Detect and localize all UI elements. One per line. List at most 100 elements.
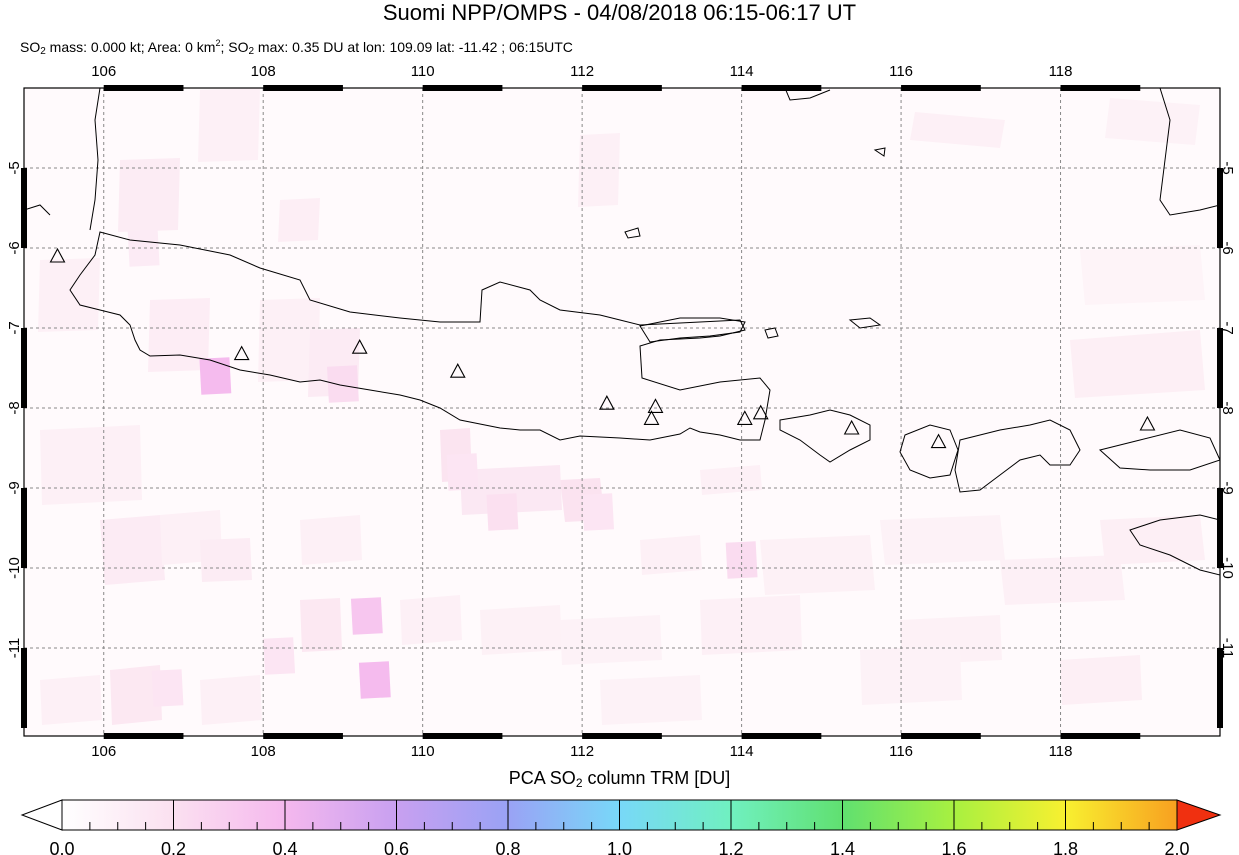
- frame-bar-segment: [422, 85, 503, 91]
- lon-tick-label: 112: [570, 743, 594, 760]
- lat-tick-label-right: -7: [1219, 321, 1236, 334]
- max-lon-value: 109.09: [389, 39, 433, 55]
- lon-tick-label: 114: [730, 743, 754, 760]
- lat-tick-label-right: -10: [1219, 557, 1236, 579]
- lon-tick-label: 108: [251, 743, 276, 760]
- frame-bar-segment: [263, 85, 343, 91]
- frame-bar-segment: [901, 733, 981, 739]
- colorbar-label-rest: column TRM [DU]: [582, 768, 731, 788]
- frame-bar-segment: [263, 733, 343, 739]
- volcano-triangle-icon: [233, 345, 250, 361]
- so2-cell: [263, 637, 296, 675]
- so2-cell: [486, 493, 519, 531]
- lat-tick-label-right: -6: [1219, 241, 1236, 254]
- so2-cell: [350, 597, 383, 635]
- so2-mass-value: 0.000 kt: [90, 39, 141, 55]
- volcano-triangle-icon: [843, 419, 860, 435]
- colorbar-label-main: PCA SO: [508, 768, 576, 788]
- bawean-island: [624, 227, 641, 239]
- map-subtitle: SO2 mass: 0.000 kt; Area: 0 km2; SO2 max…: [20, 38, 573, 57]
- frame-bar-segment: [21, 488, 27, 568]
- so2-max-value: 0.35 DU: [292, 39, 344, 55]
- colorbar-tick-label: 1.0: [607, 839, 632, 855]
- frame-bar-segment: [582, 733, 662, 739]
- frame-bar-segment: [901, 85, 981, 91]
- volcano-triangle-icon: [49, 247, 66, 263]
- frame-bar-segment: [103, 733, 184, 739]
- bali-coastline: [779, 409, 871, 463]
- lat-tick-label-left: -6: [6, 241, 23, 254]
- sumbawa-coastline: [954, 419, 1081, 493]
- lat-tick-label-right: -5: [1219, 161, 1236, 174]
- colorbar-tick-label: 0.0: [49, 839, 74, 855]
- colorbar-tick-label: 0.4: [272, 839, 297, 855]
- frame-bar-segment: [21, 328, 27, 408]
- so2-cell: [446, 453, 479, 491]
- lon-tick-label: 118: [1049, 743, 1073, 760]
- lat-tick-label-right: -11: [1219, 638, 1236, 659]
- so2-cells: [127, 229, 758, 707]
- so2-background-pixels: [38, 88, 1205, 725]
- so2-cell: [358, 661, 391, 699]
- lon-tick-label: 112: [570, 63, 594, 80]
- volcano-markers: [49, 247, 1156, 449]
- frame-bar-segment: [1217, 168, 1223, 248]
- frame-bar-segment: [103, 85, 184, 91]
- so2-cell: [151, 669, 184, 707]
- frame-bar-segment: [1217, 328, 1223, 408]
- lat-tick-label-left: -7: [6, 321, 23, 334]
- colorbar-tick-label: 2.0: [1164, 839, 1189, 855]
- frame-bar-segment: [422, 733, 503, 739]
- lon-tick-label: 116: [889, 63, 913, 80]
- colorbar-tick-label: 1.8: [1053, 839, 1078, 855]
- max-time-value: 06:15UTC: [509, 39, 573, 55]
- frame-bar-segment: [741, 85, 822, 91]
- lat-tick-label-right: -9: [1219, 481, 1236, 494]
- volcano-triangle-icon: [647, 398, 664, 413]
- java-coastline: [69, 231, 771, 441]
- lon-tick-label: 108: [251, 63, 276, 80]
- volcano-triangle-icon: [752, 404, 769, 420]
- colorbar-tick-label: 1.4: [830, 839, 855, 855]
- area-value: 0 km: [185, 39, 216, 55]
- colorbar-left-arrow: [20, 799, 63, 831]
- frame-bar-segment: [1060, 85, 1141, 91]
- colorbar-ticks: 0.0 0.2 0.4 0.6 0.8 1.0 1.2 1.4 1.6 1.8 2.0: [49, 800, 1190, 855]
- so2-cell: [582, 493, 615, 531]
- volcano-triangle-icon: [351, 339, 368, 354]
- lat-tick-label-left: -8: [6, 401, 23, 414]
- volcano-triangle-icon: [598, 395, 615, 410]
- lon-tick-label: 110: [411, 743, 435, 760]
- flores-coastline: [1098, 429, 1220, 471]
- small-islands: [764, 147, 886, 339]
- colorbar-tick-label: 0.2: [161, 839, 186, 855]
- so2-cell: [199, 357, 232, 395]
- lon-tick-label: 106: [91, 743, 116, 760]
- lon-tick-label: 110: [411, 63, 435, 80]
- frame-bar-segment: [582, 85, 662, 91]
- so2-cell: [327, 365, 359, 403]
- volcano-triangle-icon: [449, 363, 466, 378]
- frame-bar-segment: [741, 733, 822, 739]
- colorbar-tick-label: 0.6: [384, 839, 409, 855]
- lat-tick-label-left: -10: [6, 557, 23, 579]
- so2-cell: [127, 229, 160, 267]
- colorbar-tick-label: 0.8: [495, 839, 520, 855]
- colorbar-label-subscript: 2: [575, 776, 583, 790]
- volcano-triangle-icon: [1139, 415, 1156, 431]
- map-gridlines: [24, 88, 1220, 736]
- volcano-triangle-icon: [736, 410, 753, 425]
- borneo-coastline: [784, 88, 1220, 216]
- axis-tick-labels: 106 106 108 108 110 110 112 112 114 114 116 116 118 1…: [6, 63, 1236, 760]
- map-frame-bars: [21, 85, 1223, 739]
- lat-tick-label-right: -8: [1219, 401, 1236, 414]
- lon-tick-label: 118: [1049, 63, 1073, 80]
- madura-coastline: [639, 317, 746, 343]
- frame-bar-segment: [1217, 648, 1223, 728]
- frame-bar-segment: [1217, 488, 1223, 568]
- colorbar-tick-label: 1.6: [941, 839, 966, 855]
- volcano-triangle-icon: [643, 410, 660, 425]
- sumatra-coastline: [24, 88, 101, 231]
- coastlines: [24, 88, 1220, 576]
